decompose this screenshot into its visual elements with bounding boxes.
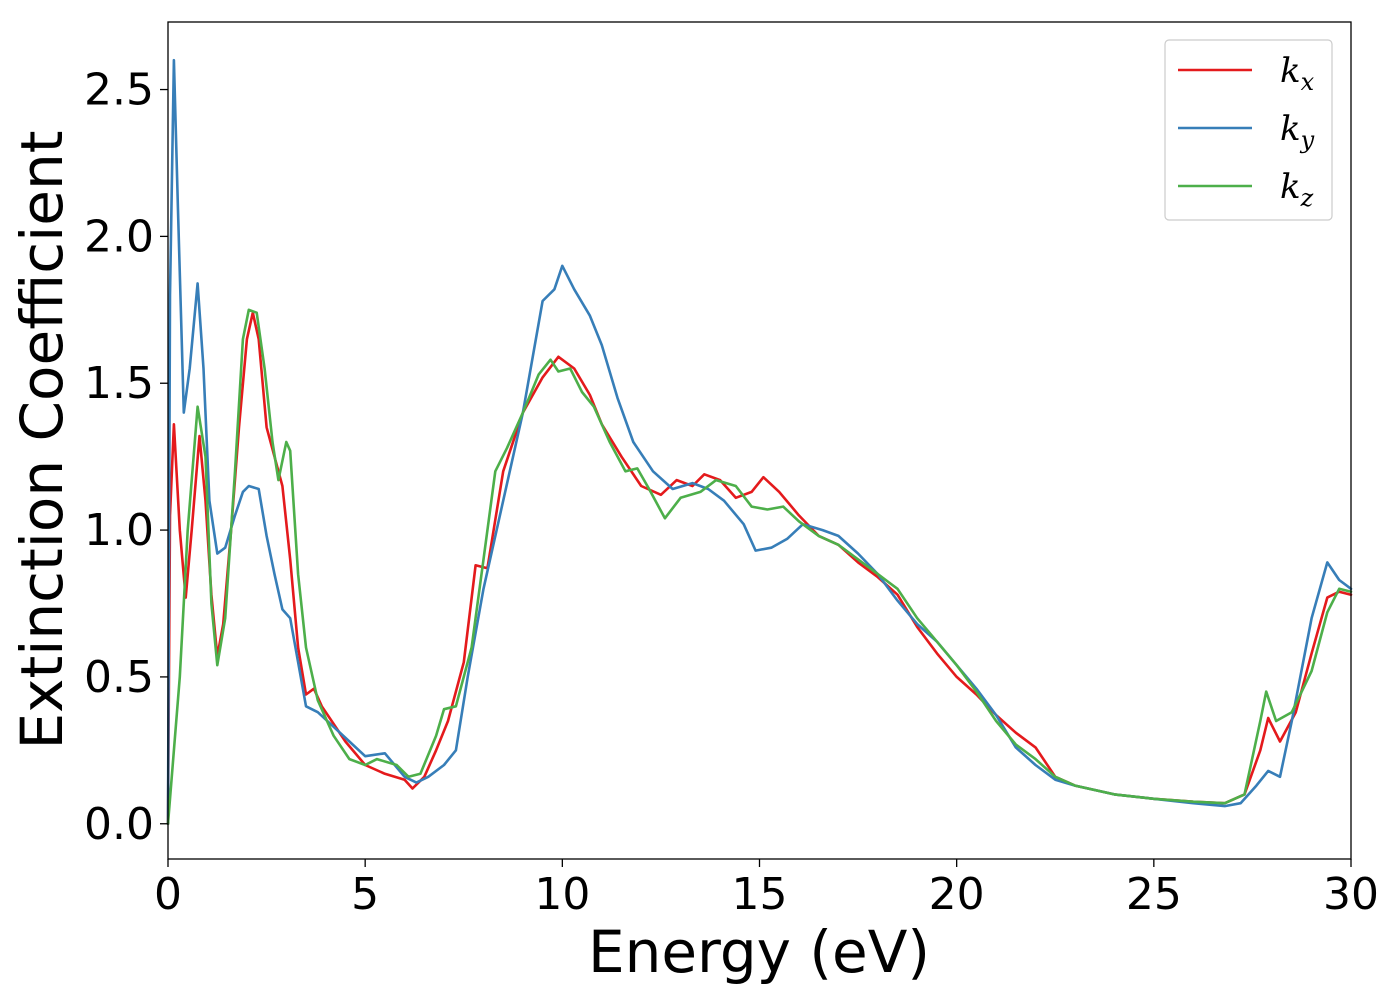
y-tick-label: 1.5: [84, 358, 154, 409]
series-layer: [166, 58, 1353, 826]
y-tick-label: 2.0: [84, 211, 154, 262]
x-tick-label: 10: [534, 869, 590, 920]
y-axis-label: Extinction Coefficient: [8, 131, 76, 750]
legend-label-kx: kx: [1280, 51, 1315, 96]
legend-label-kz: kz: [1280, 167, 1314, 212]
legend: kx ky kz: [1164, 39, 1333, 221]
series-line-kz: [166, 308, 1353, 826]
x-axis-ticks: 0 5 10 15 20 25 30: [154, 859, 1379, 920]
x-tick-label: 0: [154, 869, 182, 920]
y-tick-label: 0.5: [84, 652, 154, 703]
x-tick-label: 30: [1323, 869, 1379, 920]
x-tick-label: 20: [929, 869, 985, 920]
x-tick-label: 5: [351, 869, 379, 920]
legend-label-ky: ky: [1280, 109, 1315, 154]
y-axis-ticks: 0.0 0.5 1.0 1.5 2.0 2.5: [84, 65, 168, 850]
y-tick-label: 1.0: [84, 505, 154, 556]
x-tick-label: 25: [1126, 869, 1182, 920]
x-tick-label: 15: [732, 869, 788, 920]
y-tick-label: 2.5: [84, 65, 154, 116]
y-tick-label: 0.0: [84, 799, 154, 850]
legend-frame: [1164, 39, 1333, 221]
x-axis-label: Energy (eV): [588, 918, 930, 986]
